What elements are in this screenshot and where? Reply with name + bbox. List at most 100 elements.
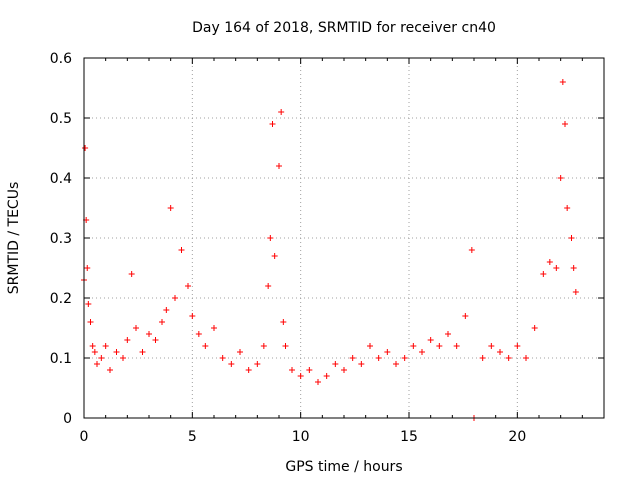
data-point <box>358 361 365 367</box>
data-point <box>332 361 339 367</box>
data-point <box>282 343 289 349</box>
data-point <box>84 265 91 271</box>
y-tick-label: 0.1 <box>50 351 72 367</box>
data-point <box>87 319 94 325</box>
data-point <box>514 343 521 349</box>
y-tick-label: 0.3 <box>50 231 72 247</box>
y-tick-label: 0.2 <box>50 291 72 307</box>
data-point <box>553 265 560 271</box>
grid <box>84 58 604 418</box>
data-point <box>557 175 564 181</box>
data-point <box>152 337 159 343</box>
data-point <box>82 145 89 151</box>
data-point <box>124 337 131 343</box>
data-point <box>523 355 529 361</box>
chart-title: Day 164 of 2018, SRMTID for receiver cn4… <box>192 20 496 36</box>
data-point <box>167 205 174 211</box>
data-point <box>146 331 152 337</box>
data-point <box>323 373 330 379</box>
data-point <box>271 253 278 259</box>
data-point <box>267 235 274 241</box>
data-point <box>479 355 486 361</box>
data-point <box>178 247 185 253</box>
tick-labels: 0 0.1 0.2 0.3 0.4 0.5 0.6 0 5 10 15 20 <box>50 51 527 445</box>
data-point <box>540 271 547 277</box>
data-point <box>85 301 92 307</box>
data-point <box>572 289 579 295</box>
data-point <box>172 295 178 301</box>
data-point <box>128 271 135 277</box>
data-point <box>436 343 443 349</box>
data-point <box>139 349 146 355</box>
data-series <box>81 79 579 421</box>
data-point <box>189 313 196 319</box>
data-point <box>559 79 566 85</box>
data-point <box>269 121 276 127</box>
data-point <box>276 163 282 169</box>
data-point <box>384 349 391 355</box>
data-point <box>98 355 105 361</box>
x-tick-label: 10 <box>292 429 310 445</box>
data-point <box>367 343 373 349</box>
y-axis-label: SRMTID / TECUs <box>6 182 22 295</box>
data-point <box>427 337 434 343</box>
data-point <box>107 367 113 373</box>
data-point <box>133 325 139 331</box>
data-point <box>570 265 577 271</box>
data-point <box>505 355 512 361</box>
y-tick-label: 0.6 <box>50 51 72 67</box>
x-tick-label: 0 <box>80 429 89 445</box>
data-point <box>278 109 285 115</box>
data-point <box>185 283 191 289</box>
plot-frame <box>83 57 605 419</box>
data-point <box>280 319 287 325</box>
data-point <box>562 121 568 127</box>
x-tick-label: 15 <box>400 429 418 445</box>
data-point <box>568 235 575 241</box>
x-axis-label: GPS time / hours <box>285 459 402 475</box>
data-point <box>297 373 304 379</box>
data-point <box>306 367 313 373</box>
data-point <box>89 343 96 349</box>
data-point <box>237 349 243 355</box>
data-point <box>401 355 408 361</box>
data-point <box>159 319 165 325</box>
data-point <box>315 379 321 385</box>
data-point <box>265 283 272 289</box>
data-point <box>419 349 425 355</box>
data-point <box>497 349 503 355</box>
data-point <box>202 343 209 349</box>
data-point <box>410 343 417 349</box>
data-point <box>468 247 475 253</box>
data-point <box>245 367 252 373</box>
data-point <box>254 361 261 367</box>
data-point <box>228 361 235 367</box>
data-point <box>94 361 100 367</box>
data-point <box>289 367 295 373</box>
data-point <box>163 307 170 313</box>
data-point <box>113 349 120 355</box>
data-point <box>393 361 399 367</box>
data-point <box>564 205 571 211</box>
y-tick-label: 0.5 <box>50 111 72 127</box>
data-point <box>195 331 202 337</box>
data-point <box>102 343 109 349</box>
data-point <box>260 343 267 349</box>
data-point <box>488 343 495 349</box>
data-point <box>120 355 126 361</box>
data-point <box>219 355 226 361</box>
y-tick-label: 0 <box>63 411 72 427</box>
data-point <box>462 313 469 319</box>
data-point <box>453 343 460 349</box>
x-tick-label: 20 <box>508 429 526 445</box>
data-point <box>546 259 553 265</box>
y-tick-label: 0.4 <box>50 171 72 187</box>
data-point <box>341 367 347 373</box>
data-point <box>375 355 382 361</box>
data-point <box>211 325 217 331</box>
data-point <box>91 349 98 355</box>
x-tick-label: 5 <box>188 429 197 445</box>
data-point <box>445 331 451 337</box>
data-point <box>349 355 356 361</box>
